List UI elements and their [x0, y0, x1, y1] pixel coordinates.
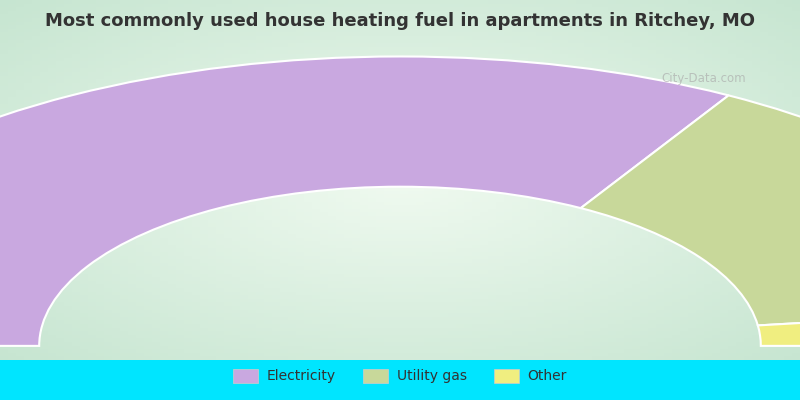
- Wedge shape: [581, 95, 800, 326]
- Text: City-Data.com: City-Data.com: [662, 72, 746, 85]
- Wedge shape: [758, 309, 800, 346]
- Wedge shape: [0, 56, 729, 346]
- Legend: Electricity, Utility gas, Other: Electricity, Utility gas, Other: [227, 363, 573, 389]
- Text: Most commonly used house heating fuel in apartments in Ritchey, MO: Most commonly used house heating fuel in…: [45, 12, 755, 30]
